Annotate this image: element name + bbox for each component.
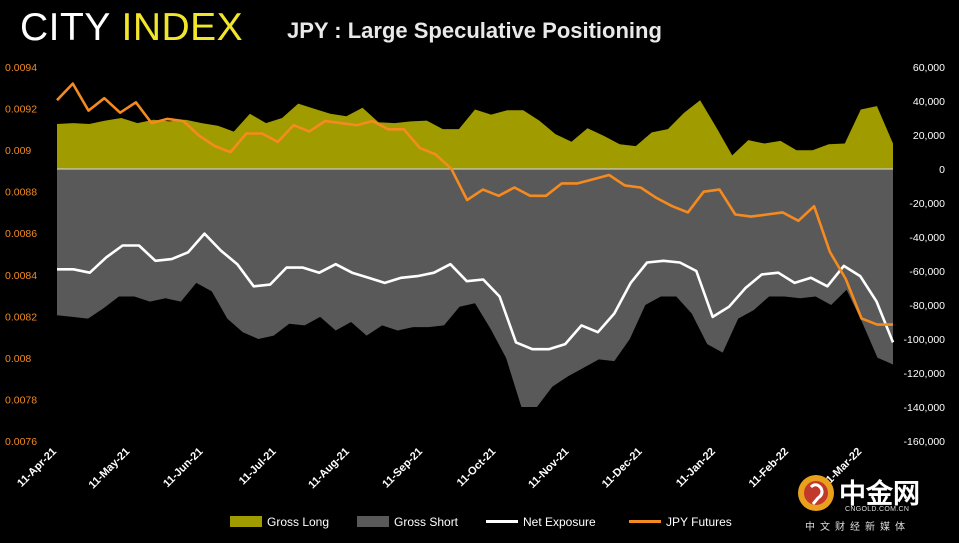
jpy-futures-line [56,82,893,326]
watermark-tagline: 中文财经新媒体 [805,522,910,533]
legend-swatch [230,516,262,527]
x-axis-tick-label: 11-Jul-21 [237,446,279,488]
x-axis-tick-label: 11-Nov-21 [526,446,571,491]
legend-swatch [357,516,389,527]
right-axis-tick-label: -160,000 [904,436,946,448]
legend-item-jpy-futures: JPY Futures [629,515,732,529]
left-axis-tick-label: 0.0082 [5,311,37,323]
city-index-logo: CITY INDEX [20,6,243,50]
legend: Gross Long Gross Short Net Exposure JPY Fut… [230,515,732,529]
x-axis-tick-label: 11-Jun-21 [161,446,205,490]
left-axis-tick-label: 0.0086 [5,228,37,240]
area-layer [57,100,893,407]
legend-item-gross-long: Gross Long [230,515,329,529]
cngold-watermark: 中金网 CNGOLD.COM.CN 中文财经新媒体 [797,472,947,534]
logo-word-city: CITY [20,6,111,49]
legend-label: Gross Long [267,515,329,529]
left-axis-tick-label: 0.0076 [5,436,37,448]
logo-word-index: INDEX [121,6,244,49]
right-axis-tick-label: 60,000 [913,62,945,74]
x-axis-tick-label: 11-Jan-22 [674,446,718,490]
left-axis-tick-label: 0.008 [5,353,31,365]
watermark-name: 中金网 [839,479,920,510]
x-axis-tick-label: 11-May-21 [87,446,133,492]
right-axis-tick-label: -60,000 [909,266,945,278]
legend-label: Gross Short [394,515,459,529]
legend-label: Net Exposure [523,515,596,529]
left-axis-tick-label: 0.0088 [5,187,37,199]
right-axis-tick-label: -120,000 [904,368,946,380]
x-axis-tick-label: 11-Dec-21 [600,446,645,491]
net-exposure-line [57,232,895,351]
gross-long-area [57,100,893,169]
right-axis-tick-label: -100,000 [904,334,946,346]
right-axis-tick-label: -20,000 [909,198,945,210]
left-axis-tick-label: 0.009 [5,145,31,157]
legend-label: JPY Futures [666,515,732,529]
left-axis-tick-label: 0.0094 [5,62,37,74]
right-axis-tick-label: 20,000 [913,130,945,142]
left-axis-tick-label: 0.0092 [5,104,37,116]
cngold-logo-icon [798,475,834,511]
right-axis-tick-label: -140,000 [904,402,946,414]
watermark-url: CNGOLD.COM.CN [845,506,910,513]
x-axis-tick-label: 11-Oct-21 [455,446,499,490]
chart-title: JPY : Large Speculative Positioning [287,18,662,43]
x-axis-tick-label: 11-Feb-22 [747,446,791,490]
right-axis-tick-label: 0 [939,164,945,176]
right-axis-tick-label: -40,000 [909,232,945,244]
x-axis-tick-label: 11-Sep-21 [380,446,425,491]
line-layer [56,82,895,351]
left-axis-tick-label: 0.0084 [5,270,37,282]
legend-item-gross-short: Gross Short [357,515,459,529]
left-axis-tick-label: 0.0078 [5,394,37,406]
right-axis-tick-label: -80,000 [909,300,945,312]
gross-short-area [57,169,893,407]
legend-item-net-exposure: Net Exposure [486,515,596,529]
x-axis-tick-label: 11-Apr-21 [15,446,59,490]
right-axis-tick-label: 40,000 [913,96,945,108]
x-axis-tick-label: 11-Aug-21 [306,446,352,492]
